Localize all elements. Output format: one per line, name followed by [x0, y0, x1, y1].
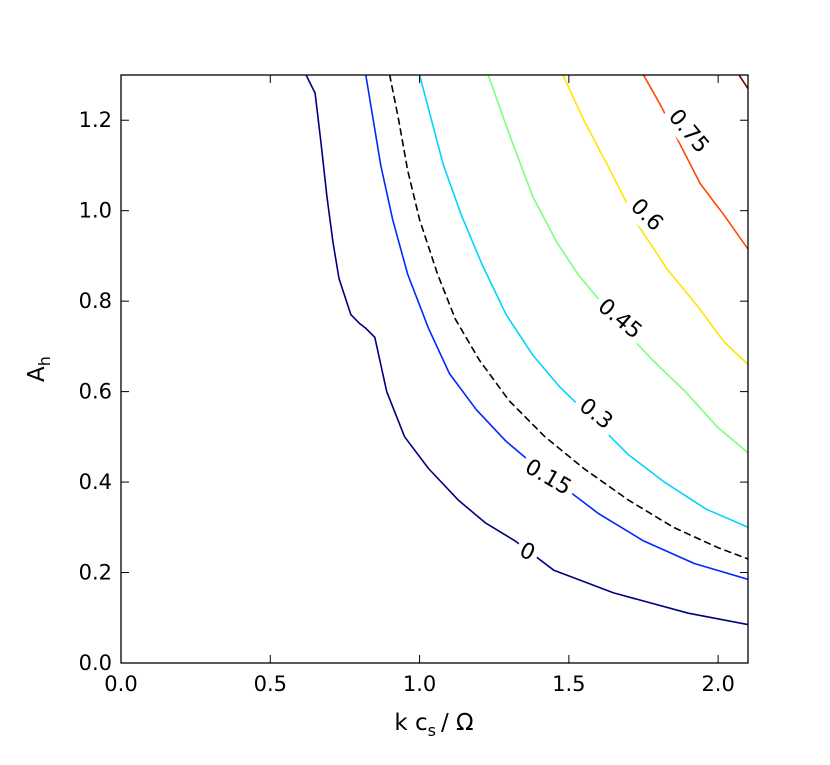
contour-label-gap: [511, 535, 543, 569]
contour-line-level-0.6: [562, 75, 748, 366]
x-axis-label-sub: s: [428, 721, 436, 740]
contour-label-gap: [516, 451, 580, 504]
contour-line-level-0.75: [642, 75, 748, 250]
contour-label-0.45: 0.45: [589, 290, 651, 348]
x-axis-label-tail: / Ω: [441, 710, 474, 736]
y-axis-label: Ah: [24, 356, 54, 382]
plot-frame: [120, 74, 749, 664]
contour-label-gap: [621, 189, 672, 241]
y-tick-label: 0.6: [79, 380, 112, 404]
y-axis-label-sub: h: [35, 356, 54, 366]
y-tick-label: 0.0: [79, 651, 112, 675]
x-tick-label: 2.0: [701, 672, 734, 696]
x-tick-label: 0.5: [254, 672, 287, 696]
axis-ticks: 0.0 0.5 1.0 1.5 2.0 0.0 0.2 0.4 0.6 0.8 1.0 1.2: [79, 75, 748, 696]
contour-label-gap: [589, 290, 651, 348]
contour-line-level-0.3: [418, 75, 748, 529]
contour-line-level-0: [305, 75, 748, 626]
contour-line-dashed: [388, 75, 748, 560]
x-axis-label: k cs / Ω: [394, 710, 473, 740]
y-axis-label-main: A: [24, 366, 50, 382]
contour-label-gap: [659, 100, 717, 163]
x-tick-label: 1.5: [552, 672, 585, 696]
contour-label-0: 0: [511, 535, 543, 569]
y-tick-label: 1.2: [79, 108, 112, 132]
x-tick-label: 0.0: [104, 672, 137, 696]
contour-line-level-0.15: [365, 75, 748, 581]
x-axis-label-main: k c: [394, 710, 427, 736]
x-tick-label: 1.0: [403, 672, 436, 696]
y-tick-label: 1.0: [79, 199, 112, 223]
y-tick-label: 0.8: [79, 289, 112, 313]
y-tick-label: 0.4: [79, 470, 112, 494]
contour-label-gap: [569, 389, 622, 439]
contour-line-extra-7: [738, 75, 748, 90]
y-tick-label: 0.2: [79, 561, 112, 585]
